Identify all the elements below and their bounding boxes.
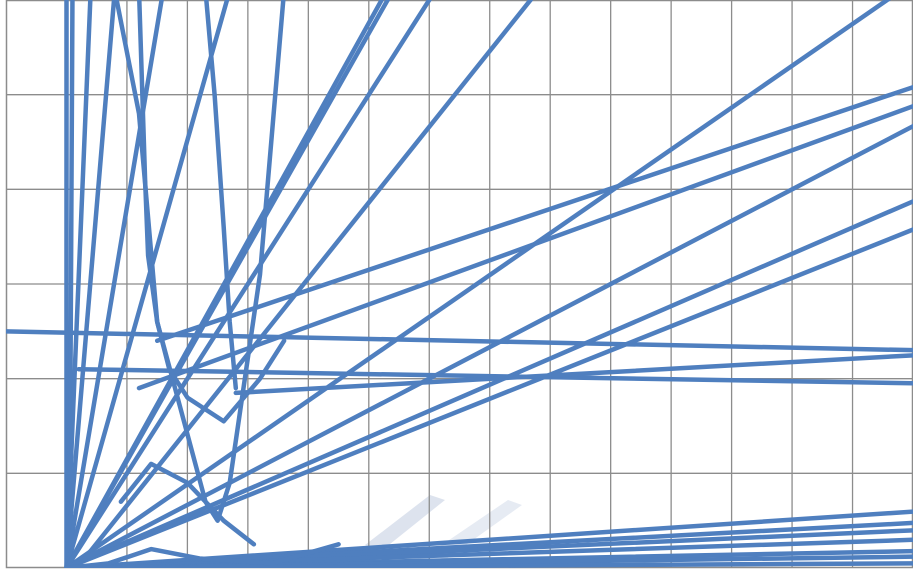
series-line-4 (64, 0, 117, 568)
series-line-19 (233, 353, 913, 396)
series-line-12 (136, 103, 913, 391)
series-line-11 (64, 0, 892, 568)
series-line-14 (64, 227, 913, 568)
series-line-3 (64, 0, 93, 568)
series-line-30 (118, 461, 257, 547)
series-line-26 (64, 561, 913, 568)
series-line-5 (64, 0, 164, 568)
series-line-15 (154, 84, 913, 344)
series-line-17 (6, 329, 913, 353)
series-line-8 (64, 0, 391, 568)
series-line-16 (64, 123, 913, 568)
series-line-6 (64, 0, 230, 568)
series-line-10 (82, 0, 534, 561)
series-line-31 (64, 542, 341, 568)
series-line-29 (204, 0, 239, 391)
watermark (365, 495, 522, 560)
series-line-28 (137, 0, 287, 424)
series-line-9 (64, 0, 432, 568)
